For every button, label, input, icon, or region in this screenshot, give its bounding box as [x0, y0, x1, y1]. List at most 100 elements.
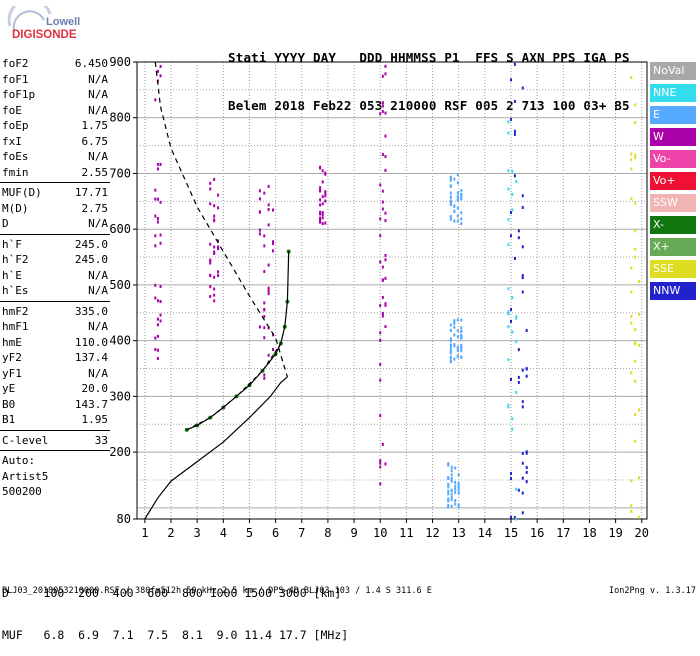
distance-row: D 100 200 400 600 800 1000 1500 3000 [km… [2, 586, 342, 600]
x-tick-label: 17 [556, 526, 570, 540]
parameter-row: h`F 245.0 [0, 237, 110, 253]
parameter-row: hmF2 335.0 [0, 304, 110, 320]
parameter-value: 33 [94, 433, 108, 447]
echo-point [453, 209, 456, 213]
echo-point [156, 162, 159, 166]
echo-point [454, 487, 457, 491]
echo-point [321, 202, 324, 206]
echo-point [454, 499, 457, 503]
echo-point [630, 509, 633, 513]
echo-point [159, 162, 162, 166]
echo-point [263, 270, 266, 274]
echo-point [449, 349, 452, 353]
echo-point [511, 427, 514, 431]
echo-point [447, 463, 450, 467]
echo-point [456, 354, 459, 358]
x-tick-label: 10 [373, 526, 387, 540]
echo-point [460, 318, 463, 322]
echo-point [456, 347, 459, 351]
echo-point [450, 477, 453, 481]
x-tick-label: 15 [504, 526, 518, 540]
echo-point [510, 377, 512, 381]
echo-point [379, 331, 382, 335]
station-header: Stati YYYY DAY DDD HHMMSS P1 FFS S AXN P… [228, 18, 630, 130]
parameter-name: B1 [2, 413, 16, 426]
echo-point [517, 348, 520, 352]
echo-point [460, 346, 463, 350]
echo-point [460, 192, 463, 196]
echo-point [267, 326, 270, 330]
echo-point [630, 158, 633, 162]
echo-point [379, 234, 382, 238]
echo-point [263, 376, 266, 380]
parameter-name: fxI [2, 134, 22, 148]
parameter-name: yE [2, 382, 16, 395]
y-tick-label: 400 [109, 334, 131, 348]
echo-point [634, 255, 637, 259]
echo-point [379, 363, 382, 367]
echo-point [381, 101, 384, 105]
echo-point [379, 465, 382, 469]
parameter-name: M(D) [2, 201, 29, 215]
echo-point [457, 481, 460, 485]
echo-point [507, 310, 510, 314]
trace-echo-point [286, 249, 291, 254]
y-tick-label: 700 [109, 166, 131, 180]
echo-point [272, 242, 274, 246]
echo-point [384, 64, 387, 68]
echo-point [510, 211, 512, 215]
x-tick-label: 8 [324, 526, 331, 540]
echo-point [156, 69, 159, 73]
echo-point [460, 217, 463, 221]
echo-point [456, 173, 459, 177]
echo-point [457, 488, 460, 492]
parameter-value: N/A [88, 366, 108, 380]
auto-scaling-text: 500200 [2, 485, 42, 498]
parameter-row: yF2 137.4 [0, 350, 110, 366]
echo-point [258, 210, 261, 214]
echo-point [513, 129, 516, 133]
echo-point [154, 188, 157, 192]
legend-item: X- [650, 216, 696, 234]
echo-point [272, 249, 274, 253]
parameter-value: 2.55 [81, 165, 109, 179]
echo-point [263, 244, 266, 248]
echo-point [449, 346, 452, 350]
parameter-name: foE [2, 103, 22, 117]
echo-point [213, 245, 216, 249]
echo-point [521, 491, 524, 495]
echo-point [379, 338, 382, 342]
echo-point [515, 179, 518, 183]
echo-point [324, 199, 327, 203]
polarization-legend: NoVal NNE E W Vo- Vo+ SSW X- X+ SSE NNW [650, 62, 696, 304]
echo-point [521, 274, 524, 278]
parameter-row: h`Es N/A [0, 283, 110, 299]
echo-point [460, 334, 463, 338]
parameter-name: hmF2 [2, 304, 29, 318]
echo-point [384, 253, 387, 257]
echo-point [450, 473, 453, 477]
echo-point [263, 234, 266, 238]
echo-point [507, 131, 510, 135]
parameter-value: N/A [88, 103, 108, 117]
echo-point [515, 487, 518, 491]
echo-point [213, 204, 216, 208]
echo-point [154, 197, 157, 201]
echo-point [263, 373, 266, 377]
echo-point [638, 515, 641, 519]
parameter-name: hmE [2, 335, 22, 349]
echo-point [379, 482, 382, 486]
echo-point [449, 215, 452, 219]
echo-point [384, 72, 387, 76]
echo-point [453, 325, 456, 329]
echo-point [209, 258, 212, 262]
parameter-row: yE 20.0 [0, 381, 110, 397]
echo-point [321, 180, 324, 184]
echo-point [525, 328, 528, 332]
echo-point [630, 167, 633, 171]
echo-point [456, 206, 459, 210]
legend-item: X+ [650, 238, 696, 256]
x-tick-label: 14 [478, 526, 492, 540]
echo-point [321, 195, 324, 199]
echo-point [449, 184, 452, 188]
